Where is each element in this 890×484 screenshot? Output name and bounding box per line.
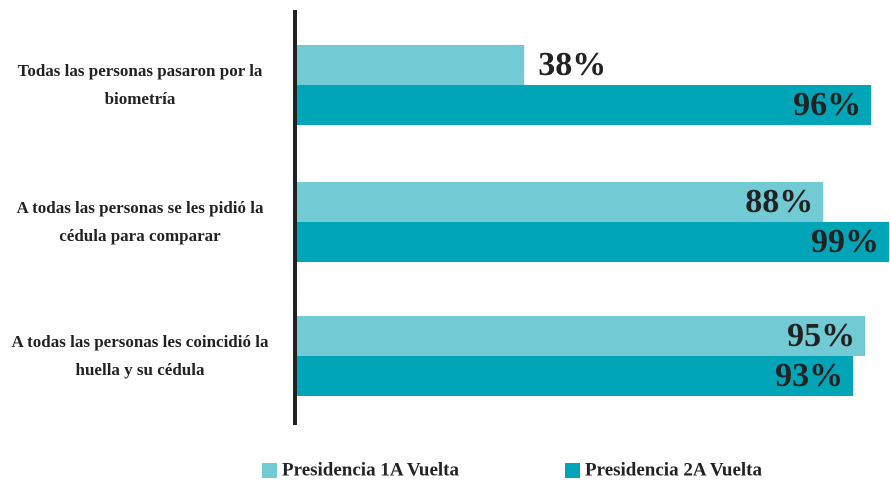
- value-label: 95%: [787, 317, 855, 354]
- legend-label: Presidencia 1A Vuelta: [282, 459, 459, 480]
- legend-label: Presidencia 2A Vuelta: [585, 459, 762, 480]
- bar: [297, 85, 872, 125]
- value-label: 99%: [811, 223, 879, 260]
- bar: [297, 182, 824, 222]
- legend-swatch: [565, 463, 580, 478]
- category-label: A todas las personas les coincidió la hu…: [11, 332, 269, 379]
- bar: [297, 316, 866, 356]
- category-label: A todas las personas se les pidió la céd…: [16, 198, 264, 245]
- value-label: 88%: [745, 183, 813, 220]
- value-label: 38%: [538, 46, 606, 83]
- legend-swatch: [262, 463, 277, 478]
- category-label: Todas las personas pasaron por la biomet…: [17, 61, 263, 108]
- bar: [297, 356, 854, 396]
- value-label: 96%: [793, 86, 861, 123]
- bar: [297, 45, 525, 85]
- bar: [297, 222, 890, 262]
- value-label: 93%: [775, 357, 843, 394]
